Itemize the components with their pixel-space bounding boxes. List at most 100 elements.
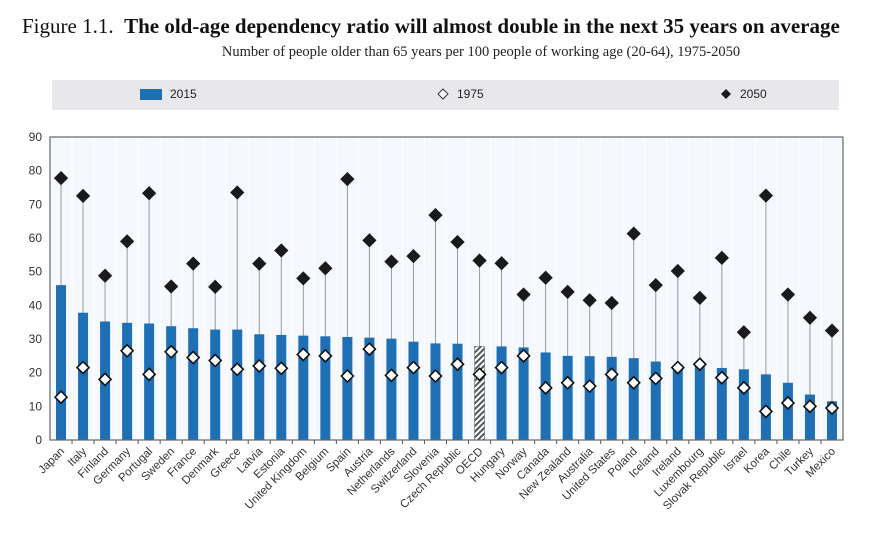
marker-2050 [516,287,531,302]
marker-1975 [560,375,575,390]
bar-2015-latvia [254,334,265,440]
marker-2050 [274,243,289,258]
bar-2015-sweden [166,326,177,440]
x-tick-label: Korea [742,445,773,476]
y-tick-label: 90 [29,130,43,144]
bar-2015-czech-republic [452,343,463,440]
bar-2015-iceland [650,361,661,440]
legend-label: 1975 [457,87,484,101]
marker-2050 [802,310,818,325]
open-diamond-icon [437,88,449,100]
bar-2015-norway [518,347,529,440]
marker-2050 [670,263,685,279]
bar-2015-australia [584,356,595,440]
marker-1975 [824,400,840,416]
chart-subtitle: Number of people older than 65 years per… [221,44,741,60]
marker-2050 [538,270,553,285]
y-tick-label: 0 [35,433,42,447]
marker-2050 [604,295,619,311]
marker-2050 [362,233,377,248]
marker-1975 [604,367,619,382]
marker-1975 [648,371,663,386]
bar-2015-luxembourg [694,365,705,440]
y-tick-label: 20 [29,366,43,380]
marker-1975 [494,360,509,375]
bar-2015-united-states [606,356,617,440]
bar-2015-denmark [210,329,221,440]
marker-2050 [692,290,707,306]
marker-1975 [538,380,553,395]
bar-2015-israel [738,369,749,440]
bar-2015-turkey [804,394,815,440]
marker-1975 [780,395,796,411]
marker-1975 [406,360,421,375]
bar-2015-chile [782,382,793,440]
bar-2015-portugal [144,323,155,440]
legend-item-1975: 1975 [437,87,484,101]
marker-1975 [119,343,135,358]
marker-2050 [141,186,157,201]
bar-2015-japan [56,285,67,440]
bar-2015-germany [122,322,133,440]
x-tick-label: Japan [36,446,67,477]
marker-2050 [626,226,641,241]
chart-title: Figure 1.1. The old-age dependency ratio… [22,14,840,39]
bar-2015-estonia [276,334,287,440]
marker-1975 [296,347,311,362]
marker-2050 [714,250,729,265]
legend-label: 2050 [740,87,767,101]
bar-2015-new-zealand [562,355,573,440]
bar-2015-canada [540,352,551,440]
bar-2015-oecd [474,346,485,441]
marker-2050 [736,325,752,340]
marker-2050 [648,278,663,293]
y-tick-label: 60 [29,231,43,245]
legend-item-2050: 2050 [720,87,767,101]
bar-2015-united-kingdom [298,335,309,440]
bar-swatch-icon [140,88,162,100]
bar-2015-greece [232,329,243,440]
bar-2015-italy [78,312,89,440]
bar-2015-spain [342,336,353,440]
bar-2015-slovak-republic [716,367,727,440]
marker-2050 [824,323,840,338]
marker-2050 [560,284,575,299]
marker-1975 [53,390,69,405]
marker-1975 [75,360,91,375]
marker-2050 [296,271,311,286]
y-tick-label: 70 [29,197,43,211]
marker-2050 [494,256,509,271]
bar-2015-switzerland [408,341,419,440]
marker-2050 [230,185,245,200]
marker-1975 [670,360,685,375]
marker-1975 [97,372,113,387]
marker-1975 [164,344,179,359]
marker-1975 [472,367,487,382]
marker-2050 [428,207,443,223]
marker-2050 [75,188,91,204]
marker-1975 [362,341,377,357]
marker-1975 [626,375,641,390]
y-tick-label: 40 [29,298,43,312]
marker-2050 [384,254,399,269]
marker-1975 [758,404,774,419]
marker-1975 [450,357,465,372]
plot-frame [49,136,844,441]
bar-2015-mexico [826,401,837,440]
marker-1975 [384,368,399,383]
bar-2015-belgium [320,336,331,440]
marker-1975 [318,348,333,363]
marker-2050 [340,171,355,187]
marker-2050 [758,188,774,203]
legend-item-2015: 2015 [140,87,197,101]
marker-1975 [428,368,443,384]
marker-2050 [582,293,597,308]
bar-2015-ireland [672,365,683,440]
title-text: The old-age dependency ratio will almost… [124,14,840,38]
marker-2050 [406,249,421,264]
marker-1975 [582,379,597,394]
y-tick-label: 30 [29,332,43,346]
marker-1975 [714,370,729,385]
y-tick-label: 80 [29,164,43,178]
marker-1975 [802,399,818,414]
